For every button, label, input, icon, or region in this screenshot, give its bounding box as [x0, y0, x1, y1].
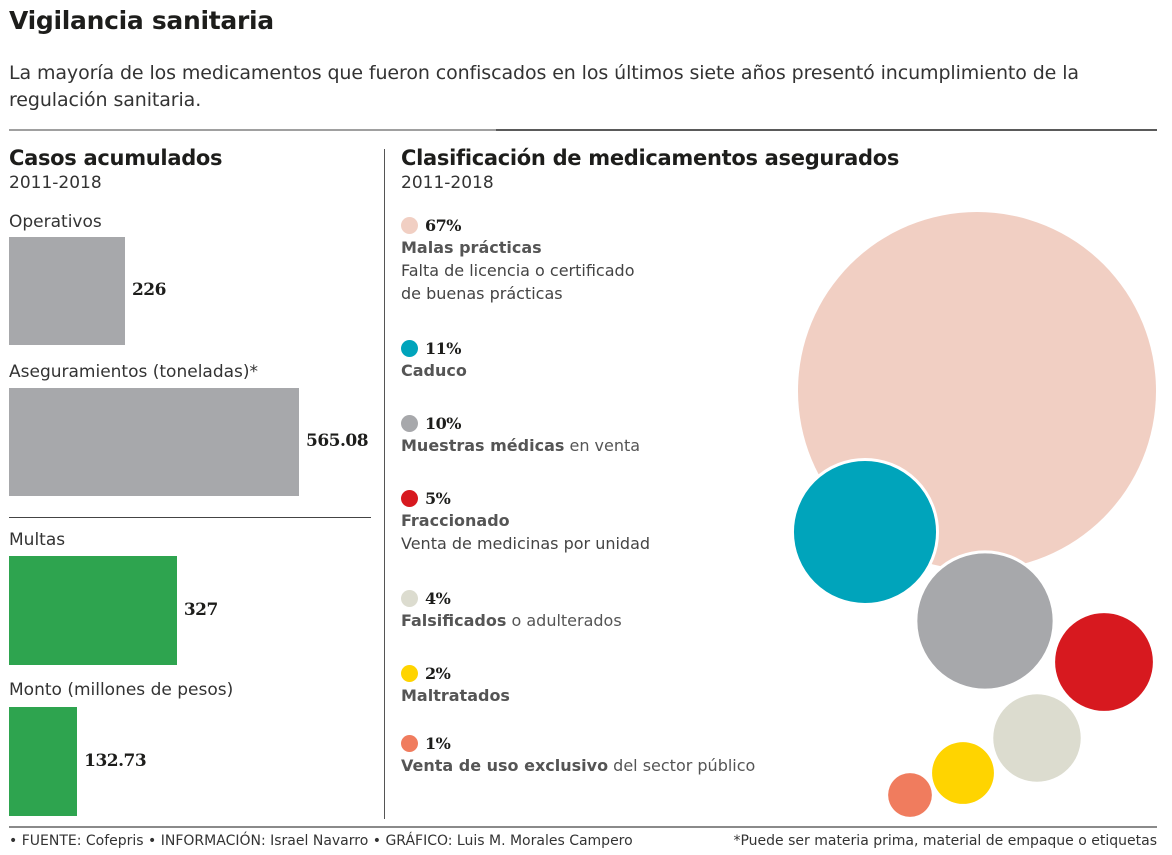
legend-swatch-icon	[401, 664, 418, 682]
legend-item: 10% Muestras médicas en venta	[401, 412, 640, 457]
legend-swatch-icon	[401, 216, 418, 234]
bubble-venta-de-uso-exclusivo	[888, 773, 932, 817]
legend-category: Falsificados o adulterados	[401, 611, 622, 630]
bar	[9, 388, 299, 496]
bar-section-title: Casos acumulados	[9, 146, 223, 170]
bar-label: Monto (millones de pesos)	[9, 680, 234, 700]
legend-category: Caduco	[401, 361, 467, 380]
legend-percent: 1%	[425, 733, 451, 753]
bar-value-label: 226	[131, 280, 167, 300]
bubble-section-title: Clasificación de medicamentos asegurados	[401, 146, 900, 170]
legend-category: Fraccionado	[401, 511, 510, 530]
bubble-section-subtitle: 2011-2018	[401, 173, 494, 193]
legend-swatch-icon	[401, 589, 418, 607]
legend-item: 11% Caduco	[401, 337, 467, 382]
legend-swatch-icon	[401, 414, 418, 432]
bar	[9, 707, 78, 816]
intro-text: La mayoría de los medicamentos que fuero…	[9, 62, 1079, 111]
bar-label: Operativos	[9, 212, 102, 232]
top-rule-light	[9, 129, 496, 131]
bar-section-subtitle: 2011-2018	[9, 173, 102, 193]
legend-percent: 5%	[425, 488, 451, 508]
legend-swatch-icon	[401, 489, 418, 507]
top-rule-dark	[496, 129, 1157, 131]
legend-category: Maltratados	[401, 686, 510, 705]
legend-item: 1% Venta de uso exclusivo del sector públ…	[401, 732, 755, 777]
legend-description: Falta de licencia o certificado	[401, 261, 635, 280]
legend-swatch-icon	[401, 339, 418, 357]
legend-description: de buenas prácticas	[401, 284, 563, 303]
legend-percent: 10%	[425, 413, 461, 433]
bar	[9, 237, 125, 345]
legend-percent: 11%	[425, 338, 461, 358]
column-divider	[384, 149, 385, 819]
footer-rule	[9, 826, 1157, 828]
legend-category: Venta de uso exclusivo del sector públic…	[401, 756, 756, 775]
bar-value-label: 132.73	[84, 750, 147, 771]
legend-percent: 4%	[425, 588, 451, 608]
legend-category: Malas prácticas	[401, 238, 542, 257]
footer-note: *Puede ser materia prima, material de em…	[733, 833, 1157, 849]
legend-percent: 2%	[425, 663, 451, 683]
page-title: Vigilancia sanitaria	[9, 6, 274, 35]
legend-item: 67% Malas prácticas Falta de licencia o ce…	[401, 214, 634, 305]
legend-swatch-icon	[401, 734, 418, 752]
bar-label: Multas	[9, 530, 66, 550]
legend-item: 4% Falsificados o adulterados	[401, 587, 622, 632]
footer-credits: • FUENTE: Cofepris • INFORMACIÓN: Israel…	[9, 833, 633, 849]
legend-description: Venta de medicinas por unidad	[401, 534, 651, 553]
bubble-falsificados	[993, 694, 1081, 782]
bar-value-label: 565.08	[306, 431, 369, 451]
bubble-maltratados	[932, 742, 994, 804]
bar-value-label: 327	[183, 599, 219, 620]
bubble-muestras-médicas	[914, 550, 1056, 692]
legend-item: 2% Maltratados	[401, 662, 510, 707]
legend-category: Muestras médicas en venta	[401, 436, 641, 455]
group-divider	[9, 517, 371, 518]
bar	[9, 556, 177, 665]
bar-label: Aseguramientos (toneladas)*	[9, 362, 259, 382]
legend-percent: 67%	[425, 215, 461, 235]
legend-item: 5% Fraccionado Venta de medicinas por unid…	[401, 487, 650, 555]
bubble-caduco	[790, 457, 940, 607]
bubble-fraccionado	[1055, 613, 1153, 711]
